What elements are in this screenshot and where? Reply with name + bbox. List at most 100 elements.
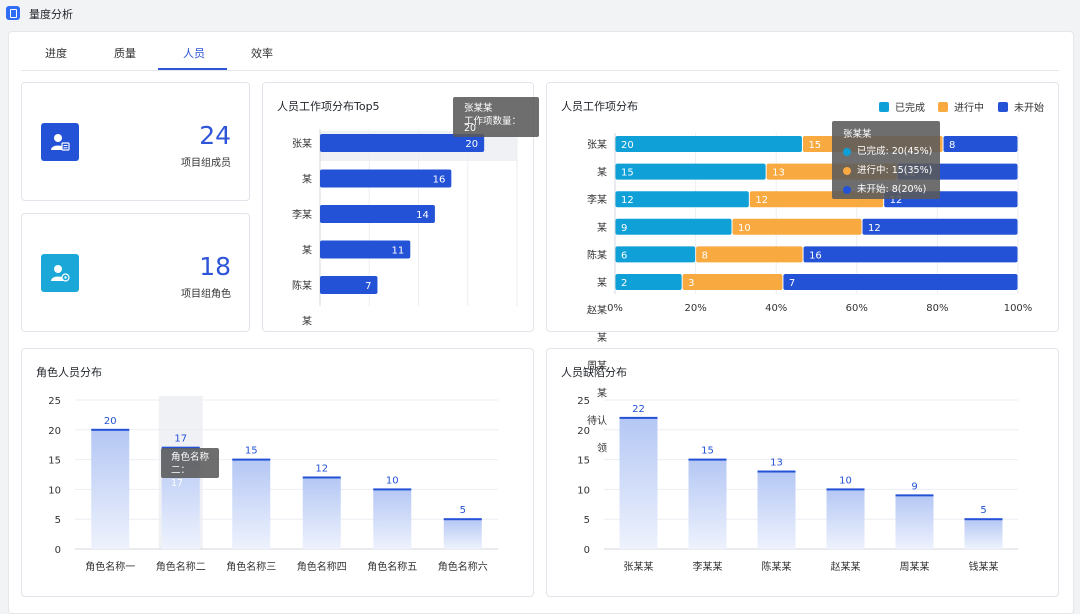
x-tick-label: 李某某 [693, 560, 723, 573]
stack-segment [615, 274, 682, 290]
segment-value-label: 10 [738, 223, 751, 234]
stack-segment [615, 191, 749, 208]
bar-cap [688, 458, 727, 461]
x-tick-label: 40% [765, 303, 787, 314]
top5-tooltip-metric: 工作项数量： [464, 116, 522, 127]
bar-value-label: 10 [386, 475, 399, 486]
member-count-label: 项目组成员 [181, 158, 231, 169]
x-tick-label: 角色名称二 [156, 560, 206, 573]
top5-tooltip-value: 20 [464, 123, 477, 134]
y-tick-label: 某 [302, 174, 312, 186]
tab-progress[interactable]: 进度 [45, 47, 67, 60]
stack-segment [696, 246, 803, 263]
x-tick-label: 周某某 [900, 561, 930, 573]
tooltip-row-done: 已完成: 20(45%) [857, 146, 933, 157]
role-bar-chart: 0 5 10 15 20 25 20 角色名称一 17 角色名称二 15 角色名称三 12 角色名称四 10… [48, 396, 498, 573]
user-card-icon [41, 123, 79, 161]
segment-value-label: 12 [890, 195, 903, 206]
stack-segment [732, 218, 862, 235]
bar [91, 429, 130, 549]
stack-segment [803, 246, 1018, 263]
bar [443, 519, 482, 549]
bar [964, 519, 1003, 549]
stack-segment [682, 274, 783, 290]
segment-value-label: 8 [702, 250, 708, 261]
bar-cap [232, 458, 271, 461]
segment-value-label: 9 [621, 223, 627, 234]
bar [320, 169, 452, 188]
segment-value-label: 16 [809, 250, 822, 261]
segment-value-label: 6 [621, 250, 627, 261]
y-tick-label: 5 [55, 515, 61, 526]
x-tick-label: 角色名称三 [226, 560, 276, 573]
x-tick-label: 钱某某 [969, 560, 999, 573]
stack-segment [783, 274, 1018, 290]
y-tick-label: 张某 [292, 138, 312, 150]
bar-cap [91, 428, 130, 431]
x-tick-label: 角色名称六 [438, 560, 488, 573]
stack-segment [862, 218, 1018, 235]
bar-value-label: 11 [392, 246, 405, 257]
stack-segment [943, 136, 1018, 152]
tab-efficiency[interactable]: 效率 [251, 47, 273, 60]
bar-value-label: 5 [460, 505, 466, 516]
stat-card-members: 24 项目组成员 [21, 82, 250, 201]
x-tick-label: 赵某某 [831, 560, 861, 573]
bar-value-label: 17 [174, 434, 187, 445]
bar-cap [302, 476, 341, 479]
stack-segment [615, 163, 766, 180]
segment-value-label: 2 [621, 278, 627, 289]
x-tick-label: 角色名称五 [367, 560, 417, 573]
role-tooltip: 角色名称二： 17 [161, 448, 219, 489]
segment-value-label: 15 [808, 140, 821, 151]
tab-personnel[interactable]: 人员 [183, 47, 205, 60]
bar-cap [373, 488, 412, 491]
bar-value-label: 12 [315, 463, 328, 474]
stack-segment [615, 218, 732, 235]
active-tab-indicator [158, 68, 227, 70]
legend-in-progress[interactable]: 进行中 [938, 99, 984, 114]
y-tick-label: 15 [577, 456, 590, 467]
legend-done[interactable]: 已完成 [879, 99, 925, 114]
defect-bar-chart: 0 5 10 15 20 25 22 张某某 15 李某某 13 陈某某 10 赵某某 9 周某某 5 钱某某 [577, 396, 1018, 573]
segment-value-label: 7 [789, 278, 795, 289]
bar-cap [443, 518, 482, 521]
segment-value-label: 12 [755, 195, 768, 206]
segment-value-label: 13 [772, 168, 785, 179]
x-tick-label: 张某某 [624, 561, 654, 573]
x-tick-label: 80% [926, 303, 948, 314]
y-tick-label: 5 [584, 515, 590, 526]
top5-chart-title: 人员工作项分布Top5 [277, 100, 380, 113]
segment-value-label: 8 [949, 140, 955, 151]
tooltip-row-notstarted: 未开始: 8(20%) [857, 184, 927, 195]
segment-value-label: 3 [688, 278, 694, 289]
y-tick-label: 0 [584, 545, 590, 556]
x-tick-label: 100% [1004, 303, 1033, 314]
y-tick-label: 20 [48, 426, 61, 437]
role-count-label: 项目组角色 [181, 289, 231, 300]
bar [688, 459, 727, 549]
top5-tooltip-name: 张某某 [464, 103, 493, 114]
bar [373, 489, 412, 549]
legend-not-started[interactable]: 未开始 [998, 99, 1044, 114]
bar-value-label: 22 [632, 404, 645, 415]
bar [320, 240, 411, 259]
workitem-stacked-chart: 0%20%40%60%80%100%2015815131212121291012… [607, 133, 1033, 314]
bar-value-label: 7 [365, 281, 371, 292]
bar-cap [895, 494, 934, 497]
bar-value-label: 20 [465, 139, 478, 150]
workitem-tooltip: 张某某 已完成: 20(45%) 进行中: 15(35%) 未开始: 8(20%… [832, 121, 940, 199]
bar-value-label: 9 [911, 481, 917, 492]
bar [320, 276, 378, 294]
segment-value-label: 20 [621, 140, 634, 151]
bar-cap [619, 416, 658, 419]
defect-chart-title: 人员缺陷分布 [561, 366, 627, 379]
bar-cap [161, 446, 200, 449]
bar [320, 205, 435, 223]
y-tick-label: 某 [302, 245, 312, 257]
workitem-tooltip-name: 张某某 [843, 129, 872, 140]
tab-quality[interactable]: 质量 [114, 47, 136, 60]
y-tick-label: 0 [55, 545, 61, 556]
x-tick-label: 60% [846, 303, 868, 314]
user-role-icon [41, 254, 79, 292]
